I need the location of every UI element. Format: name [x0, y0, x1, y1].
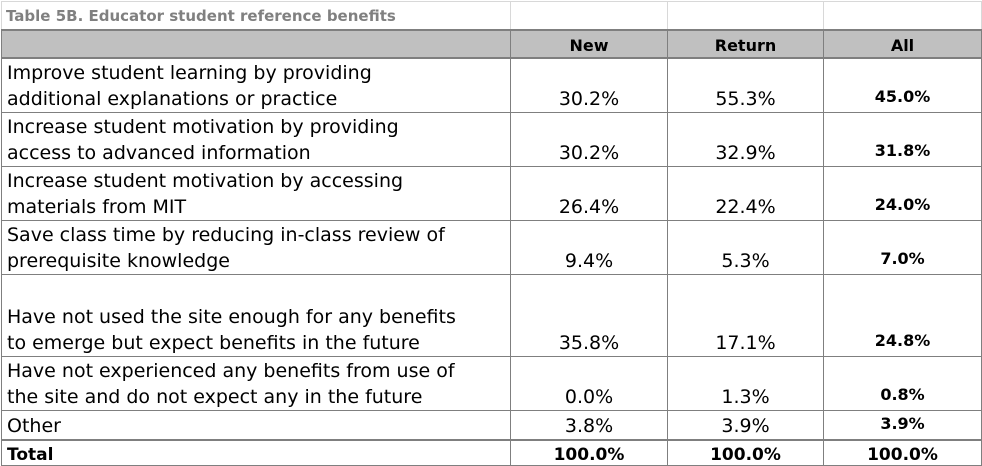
header-row: New Return All	[1, 29, 982, 59]
row-label: Other	[1, 409, 511, 440]
row-label-line: to emerge but expect benefits in the fut…	[7, 331, 420, 354]
table-row: Have not used the site enough for any be…	[1, 273, 982, 357]
table-row: Increase student motivation by accessing…	[1, 165, 982, 221]
total-return: 100.0%	[667, 438, 824, 466]
header-all: All	[823, 29, 982, 59]
title-blank-cell	[823, 1, 982, 31]
row-label: Have not used the site enough for any be…	[1, 273, 511, 357]
row-label-line: Have not experienced any benefits from u…	[7, 359, 455, 382]
header-new: New	[510, 29, 668, 59]
table-title: Table 5B. Educator student reference ben…	[1, 1, 511, 31]
title-blank-cell	[667, 1, 824, 31]
cell-return: 1.3%	[667, 355, 824, 411]
title-row: Table 5B. Educator student reference ben…	[1, 1, 982, 31]
table-row: Other 3.8% 3.9% 3.9%	[1, 409, 982, 440]
row-label-line: Improve student learning by providing	[7, 61, 372, 84]
row-label-line: additional explanations or practice	[7, 87, 338, 110]
table-row: Improve student learning by providing add…	[1, 57, 982, 113]
row-label-line: access to advanced information	[7, 141, 311, 164]
row-label-line: materials from MIT	[7, 195, 187, 218]
cell-new: 35.8%	[510, 273, 668, 357]
cell-all: 24.0%	[823, 165, 982, 221]
row-label-line: Increase student motivation by accessing	[7, 169, 404, 192]
table-row: Have not experienced any benefits from u…	[1, 355, 982, 411]
cell-all: 24.8%	[823, 273, 982, 357]
cell-all: 3.9%	[823, 409, 982, 440]
row-label-line: Save class time by reducing in-class rev…	[7, 223, 445, 246]
row-label: Save class time by reducing in-class rev…	[1, 219, 511, 275]
cell-return: 22.4%	[667, 165, 824, 221]
cell-return: 3.9%	[667, 409, 824, 440]
cell-return: 32.9%	[667, 111, 824, 167]
table-row: Save class time by reducing in-class rev…	[1, 219, 982, 275]
cell-return: 5.3%	[667, 219, 824, 275]
cell-new: 26.4%	[510, 165, 668, 221]
row-label: Improve student learning by providing add…	[1, 57, 511, 113]
cell-all: 7.0%	[823, 219, 982, 275]
total-new: 100.0%	[510, 438, 668, 466]
title-blank-cell	[510, 1, 668, 31]
header-return: Return	[667, 29, 824, 59]
row-label: Increase student motivation by accessing…	[1, 165, 511, 221]
cell-all: 31.8%	[823, 111, 982, 167]
row-label-line: Increase student motivation by providing	[7, 115, 399, 138]
cell-new: 3.8%	[510, 409, 668, 440]
cell-new: 30.2%	[510, 57, 668, 113]
total-row: Total 100.0% 100.0% 100.0%	[1, 438, 982, 466]
total-all: 100.0%	[823, 438, 982, 466]
cell-new: 0.0%	[510, 355, 668, 411]
cell-return: 17.1%	[667, 273, 824, 357]
row-label-line: Have not used the site enough for any be…	[7, 305, 456, 328]
total-label: Total	[1, 438, 511, 466]
table-body: Improve student learning by providing add…	[1, 57, 982, 440]
row-label-line: the site and do not expect any in the fu…	[7, 385, 423, 408]
row-label: Have not experienced any benefits from u…	[1, 355, 511, 411]
table-row: Increase student motivation by providing…	[1, 111, 982, 167]
cell-all: 0.8%	[823, 355, 982, 411]
cell-new: 9.4%	[510, 219, 668, 275]
cell-return: 55.3%	[667, 57, 824, 113]
row-label-line: Other	[7, 414, 61, 437]
cell-new: 30.2%	[510, 111, 668, 167]
row-label-line: prerequisite knowledge	[7, 249, 230, 272]
header-blank	[1, 29, 511, 59]
cell-all: 45.0%	[823, 57, 982, 113]
row-label: Increase student motivation by providing…	[1, 111, 511, 167]
